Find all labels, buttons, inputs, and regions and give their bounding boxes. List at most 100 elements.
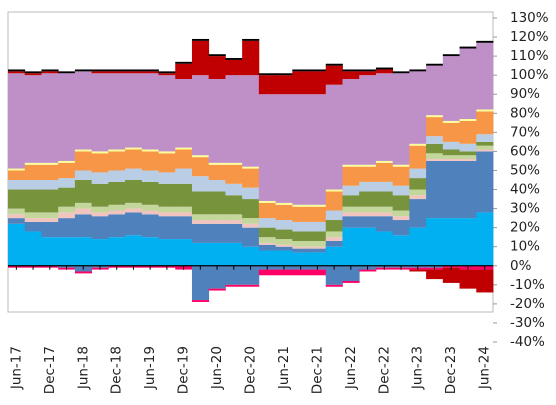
bar-segment: [392, 166, 410, 186]
bar-segment: [409, 143, 427, 146]
bar-segment: [459, 160, 477, 219]
bar-segment: [392, 73, 410, 165]
bar-segment: [175, 149, 193, 169]
bar-segment: [125, 71, 143, 74]
bar-segment: [258, 75, 276, 95]
bar-segment: [392, 164, 410, 167]
bar-segment: [141, 214, 159, 238]
bar-segment: [225, 223, 243, 243]
bar-segment: [325, 237, 343, 241]
bar-segment: [292, 206, 310, 222]
bar-segment: [476, 111, 494, 135]
bar-segment: [476, 145, 494, 150]
bar-segment: [442, 54, 460, 57]
bar-segment: [208, 265, 226, 289]
bar-segment: [359, 75, 377, 165]
bar-segment: [342, 212, 360, 217]
bar-segment: [309, 252, 327, 266]
bar-segment: [426, 218, 444, 266]
bar-segment: [208, 162, 226, 165]
bar-segment: [158, 71, 176, 74]
bar-segment: [275, 269, 293, 276]
bar-segment: [41, 221, 59, 238]
bar-segment: [242, 40, 260, 76]
bar-segment: [24, 164, 42, 180]
x-tick-label: Dec-20: [243, 346, 259, 394]
bar-segment: [225, 242, 243, 266]
bar-segment: [8, 170, 26, 180]
bar-segment: [426, 136, 444, 144]
bar-segment: [442, 122, 460, 142]
bar-segment: [292, 204, 310, 207]
bar-segment: [208, 288, 226, 291]
bar-segment: [108, 149, 126, 152]
bar-segment: [325, 246, 343, 266]
bar-segment: [359, 69, 377, 72]
bar-segment: [108, 151, 126, 171]
bar-segment: [359, 212, 377, 217]
bar-segment: [41, 189, 59, 213]
x-tick-label: Jun-22: [343, 346, 359, 390]
bar-segment: [125, 212, 143, 236]
bar-segment: [141, 71, 159, 74]
bar-segment: [91, 153, 109, 173]
bar-segment: [258, 237, 276, 243]
bar-segment: [325, 189, 343, 192]
bar-segment: [208, 191, 226, 215]
bar-segment: [58, 206, 76, 213]
bar-segment: [292, 246, 310, 249]
bar-segment: [175, 183, 193, 207]
bar-segment: [359, 206, 377, 213]
bar-segment: [175, 206, 193, 213]
bar-segment: [41, 218, 59, 222]
bar-segment: [141, 181, 159, 205]
bar-segment: [158, 216, 176, 240]
bar-segment: [242, 38, 260, 41]
bar-segment: [426, 115, 444, 118]
bar-segment: [275, 250, 293, 266]
bar-segment: [125, 180, 143, 203]
bar-segment: [409, 227, 427, 266]
x-tick-label: Jun-18: [75, 346, 91, 390]
bar-segment: [275, 75, 293, 95]
bar-segment: [275, 246, 293, 251]
bar-segment: [476, 141, 494, 146]
y-tick-label: -20%: [510, 296, 545, 312]
y-tick-label: -30%: [510, 315, 545, 331]
bar-segment: [225, 214, 243, 221]
bar-segment: [8, 73, 26, 169]
bar-segment: [442, 159, 460, 161]
bar-segment: [459, 151, 477, 156]
bar-segment: [41, 69, 59, 72]
bar-segment: [409, 199, 427, 228]
bar-segment: [191, 242, 210, 266]
bar-segment: [342, 206, 360, 213]
bar-segment: [91, 216, 109, 240]
x-tick-label: Dec-19: [176, 346, 192, 394]
bar-segment: [292, 248, 310, 253]
bar-segment: [91, 183, 109, 207]
bar-segment: [108, 214, 126, 238]
bar-segment: [125, 208, 143, 213]
bar-segment: [275, 239, 293, 245]
bar-segment: [8, 223, 26, 266]
y-tick-label: 10%: [510, 239, 540, 255]
bar-segment: [459, 119, 477, 121]
bar-segment: [58, 218, 76, 238]
bar-segment: [275, 73, 293, 76]
bar-segment: [242, 166, 260, 169]
x-tick-label: Jun-20: [209, 346, 225, 390]
bar-segment: [191, 157, 210, 177]
bar-segment: [91, 172, 109, 184]
y-tick-label: 120%: [510, 29, 549, 45]
bar-segment: [225, 265, 243, 285]
bar-segment: [125, 69, 143, 72]
bar-segment: [8, 214, 26, 219]
bar-segment: [375, 160, 394, 163]
bar-segment: [41, 162, 59, 165]
bar-segment: [191, 38, 210, 41]
bar-segment: [409, 178, 427, 190]
bar-segment: [359, 166, 377, 182]
bar-segment: [141, 69, 159, 72]
bar-segment: [74, 237, 93, 266]
